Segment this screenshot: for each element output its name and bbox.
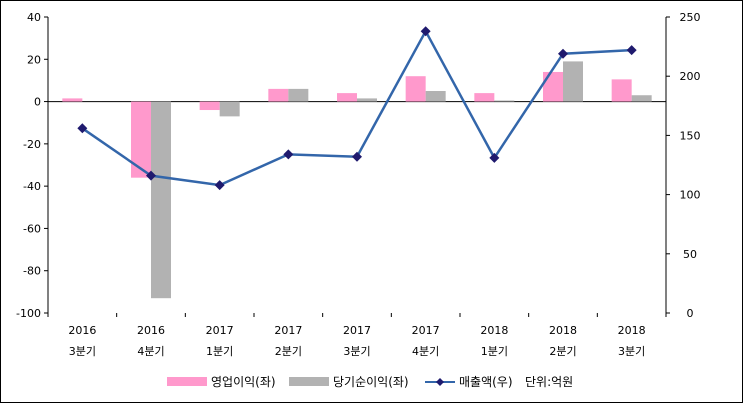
bar-net-income <box>632 95 652 101</box>
bar-operating-profit <box>62 98 82 101</box>
category-year-label: 2017 <box>274 324 302 337</box>
bar-operating-profit <box>612 79 632 101</box>
left-tick-label: -80 <box>23 265 41 278</box>
category-year-label: 2016 <box>68 324 96 337</box>
category-year-label: 2017 <box>206 324 234 337</box>
left-tick-label: -60 <box>23 222 41 235</box>
left-tick-label: 0 <box>34 96 41 109</box>
left-tick-label: -20 <box>23 138 41 151</box>
sales-point-marker <box>421 26 431 36</box>
bar-operating-profit <box>131 102 151 178</box>
category-quarter-label: 1분기 <box>481 345 508 358</box>
category-year-label: 2018 <box>480 324 508 337</box>
bar-operating-profit <box>268 89 288 102</box>
legend-label-net-income: 당기순이익(좌) <box>333 375 409 389</box>
bar-net-income <box>220 102 240 117</box>
legend-swatch-operating-profit <box>167 377 207 386</box>
category-quarter-label: 2분기 <box>549 345 576 358</box>
category-year-label: 2018 <box>618 324 646 337</box>
category-quarter-label: 4분기 <box>412 345 439 358</box>
bar-operating-profit <box>474 93 494 101</box>
unit-note: 단위:억원 <box>525 375 573 389</box>
right-tick-label: 100 <box>680 189 701 202</box>
category-year-label: 2017 <box>343 324 371 337</box>
legend-label-sales: 매출액(우) <box>459 375 513 389</box>
sales-point-marker <box>215 180 225 190</box>
left-tick-label: -40 <box>23 180 41 193</box>
sales-point-marker <box>352 152 362 162</box>
bar-operating-profit <box>543 72 563 102</box>
bar-net-income <box>151 102 171 299</box>
bar-net-income <box>357 98 377 101</box>
right-tick-label: 150 <box>680 129 701 142</box>
left-tick-label: -100 <box>16 307 41 320</box>
legend-swatch-net-income <box>289 377 329 386</box>
sales-point-marker <box>283 149 293 159</box>
category-year-label: 2016 <box>137 324 165 337</box>
category-quarter-label: 3분기 <box>618 345 645 358</box>
category-year-label: 2018 <box>549 324 577 337</box>
legend: 영업이익(좌) 당기순이익(좌) 매출액(우) 단위:억원 <box>167 375 573 389</box>
bar-operating-profit <box>337 93 357 101</box>
right-tick-label: 200 <box>680 70 701 83</box>
category-quarter-label: 2분기 <box>275 345 302 358</box>
right-tick-label: 0 <box>687 307 694 320</box>
bar-net-income <box>494 101 514 102</box>
bar-operating-profit <box>406 76 426 101</box>
category-quarter-label: 3분기 <box>69 345 96 358</box>
sales-point-marker <box>627 45 637 55</box>
legend-label-operating-profit: 영업이익(좌) <box>211 375 276 389</box>
left-tick-label: 40 <box>27 11 41 24</box>
category-quarter-label: 3분기 <box>343 345 370 358</box>
axes: 40200-20-40-60-80-1002502001501005002016… <box>16 11 700 358</box>
bar-net-income <box>288 89 308 102</box>
bar-net-income <box>563 61 583 101</box>
right-tick-label: 50 <box>683 248 697 261</box>
right-tick-label: 250 <box>680 11 701 24</box>
bar-operating-profit <box>200 102 220 110</box>
bar-net-income <box>426 91 446 102</box>
legend-marker-sales <box>436 378 444 386</box>
category-quarter-label: 1분기 <box>206 345 233 358</box>
left-tick-label: 20 <box>27 53 41 66</box>
category-quarter-label: 4분기 <box>137 345 164 358</box>
category-year-label: 2017 <box>412 324 440 337</box>
